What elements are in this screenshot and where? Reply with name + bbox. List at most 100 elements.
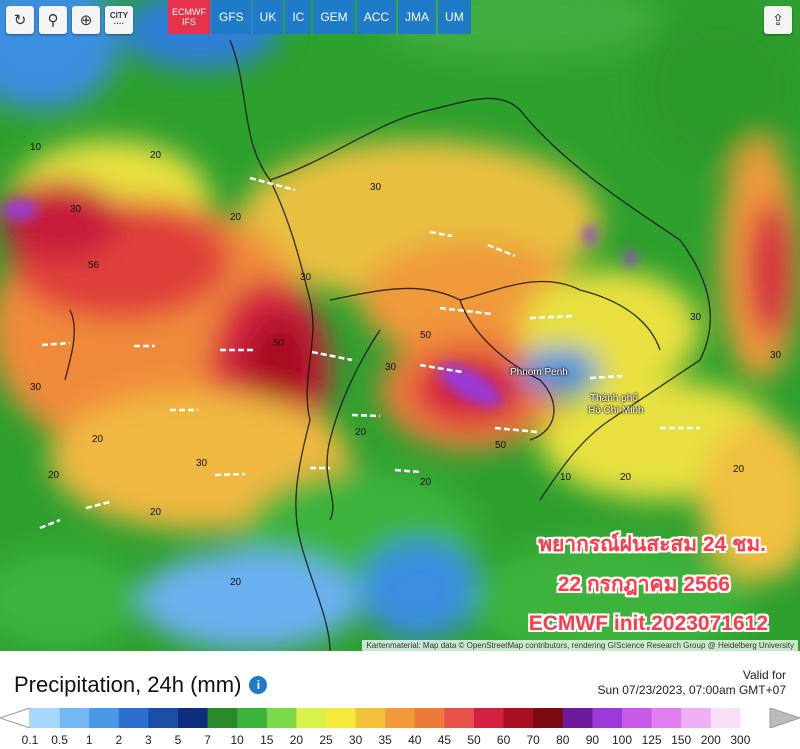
legend-swatch bbox=[592, 708, 623, 728]
svg-text:10: 10 bbox=[30, 142, 42, 153]
info-icon[interactable]: i bbox=[249, 676, 268, 694]
location-pin-icon[interactable]: ⚲ bbox=[39, 6, 67, 34]
legend-swatch bbox=[385, 708, 416, 728]
legend-tick-label: 80 bbox=[556, 733, 570, 747]
legend-swatch bbox=[326, 708, 357, 728]
svg-text:20: 20 bbox=[150, 507, 162, 518]
svg-text:20: 20 bbox=[92, 434, 104, 445]
legend-swatch bbox=[444, 708, 475, 728]
map-attribution: Kartenmaterial: Map data © OpenStreetMap… bbox=[362, 640, 798, 651]
legend-tick-label: 15 bbox=[260, 733, 274, 747]
legend-tick-label: 40 bbox=[408, 733, 422, 747]
legend-tick-label: 2 bbox=[115, 733, 123, 747]
legend-tick-label: 60 bbox=[496, 733, 511, 747]
svg-text:30: 30 bbox=[300, 272, 312, 283]
svg-text:50: 50 bbox=[273, 338, 285, 349]
legend-swatch bbox=[207, 708, 238, 728]
svg-text:10: 10 bbox=[560, 472, 572, 483]
legend-tick-label: 200 bbox=[700, 733, 721, 747]
legend-swatch bbox=[651, 708, 682, 728]
city-toggle-sublabel: ···· bbox=[113, 19, 125, 28]
svg-text:56: 56 bbox=[88, 260, 100, 271]
legend-tick-label: 0.1 bbox=[21, 733, 39, 747]
layer-title-text: Precipitation, 24h (mm) bbox=[14, 672, 242, 697]
model-tab-gfs[interactable]: GFS bbox=[212, 0, 251, 34]
svg-text:30: 30 bbox=[770, 350, 782, 361]
map-canvas: 10 20 56 30 20 30 30 50 30 50 50 20 30 20 20 20 20 3… bbox=[0, 0, 800, 651]
legend-swatch bbox=[178, 708, 209, 728]
model-tab-ifs-label: IFS bbox=[181, 17, 196, 27]
svg-text:20: 20 bbox=[355, 427, 367, 438]
svg-text:50: 50 bbox=[420, 330, 432, 341]
svg-text:20: 20 bbox=[733, 464, 745, 475]
city-toggle-label: CITY bbox=[109, 11, 129, 20]
precipitation-map[interactable]: 10 20 56 30 20 30 30 50 30 50 50 20 30 20 20 20 20 3… bbox=[0, 0, 800, 651]
model-tab-gem[interactable]: GEM bbox=[313, 0, 355, 34]
svg-text:20: 20 bbox=[150, 150, 162, 161]
legend-tick-label: 5 bbox=[174, 733, 182, 747]
map-toolbar: ↻ ⚲ ⊕ CITY ···· bbox=[6, 6, 133, 34]
legend-tick-label: 7 bbox=[204, 733, 211, 747]
svg-text:20: 20 bbox=[420, 477, 432, 488]
svg-text:30: 30 bbox=[385, 362, 397, 373]
svg-text:50: 50 bbox=[495, 440, 507, 451]
legend-swatch bbox=[148, 708, 179, 728]
legend-tick-label: 70 bbox=[526, 733, 540, 747]
legend-tick-label: 45 bbox=[437, 733, 452, 747]
legend-swatch bbox=[681, 708, 712, 728]
model-tab-ic[interactable]: IC bbox=[285, 0, 312, 34]
city-labels-toggle[interactable]: CITY ···· bbox=[105, 6, 133, 34]
legend-tick-label: 35 bbox=[378, 733, 392, 747]
model-tab-ecmwf-label: ECMWF bbox=[172, 7, 206, 17]
legend-swatch bbox=[710, 708, 741, 728]
svg-text:20: 20 bbox=[48, 470, 60, 481]
model-tab-acc[interactable]: ACC bbox=[356, 0, 397, 34]
legend-tick-label: 300 bbox=[730, 733, 751, 747]
overlay-title: พยากรณ์ฝนสะสม 24 ชม. bbox=[538, 533, 766, 556]
legend-left-arrow bbox=[0, 708, 31, 728]
svg-text:20: 20 bbox=[230, 212, 242, 223]
zoom-icon[interactable]: ⊕ bbox=[72, 6, 100, 34]
legend-swatch bbox=[740, 708, 771, 728]
legend-tick-label: 10 bbox=[230, 733, 244, 747]
legend-swatch bbox=[118, 708, 149, 728]
legend-swatch bbox=[296, 708, 327, 728]
svg-text:30: 30 bbox=[690, 312, 702, 323]
model-tab-ecmwf-ifs[interactable]: ECMWF IFS bbox=[168, 0, 210, 34]
legend-swatch bbox=[30, 708, 61, 728]
legend-tick-label: 125 bbox=[641, 733, 662, 747]
svg-text:20: 20 bbox=[230, 577, 242, 588]
legend-tick-label: 0.5 bbox=[51, 733, 68, 747]
city-label-hcmc-line2: Hồ Chí Minh bbox=[588, 405, 644, 416]
city-label-hcmc-line1: Thành phố bbox=[590, 393, 638, 404]
legend-swatch bbox=[503, 708, 534, 728]
valid-time: Valid for Sun 07/23/2023, 07:00am GMT+07 bbox=[598, 668, 786, 698]
legend-swatch bbox=[622, 708, 653, 728]
legend-right-arrow bbox=[769, 708, 800, 728]
legend-tick-label: 30 bbox=[348, 733, 363, 747]
legend-swatch bbox=[266, 708, 297, 728]
legend-swatch bbox=[533, 708, 564, 728]
legend-swatch bbox=[562, 708, 593, 728]
legend-tick-label: 3 bbox=[145, 733, 152, 747]
model-selector: ECMWF IFS GFS UK IC GEM ACC JMA UM bbox=[168, 0, 471, 34]
overlay-init: ECMWF init.2023071612 bbox=[528, 612, 768, 635]
precipitation-legend bbox=[0, 708, 800, 728]
refresh-icon[interactable]: ↻ bbox=[6, 6, 34, 34]
legend-ticks: 0.1 0.5 1 2 3 5 7 10 15 20 25 30 35 40 45 50 60 70 80 90 100… bbox=[0, 733, 800, 749]
svg-text:30: 30 bbox=[196, 458, 208, 469]
svg-text:30: 30 bbox=[30, 382, 42, 393]
valid-time-value: Sun 07/23/2023, 07:00am GMT+07 bbox=[597, 683, 786, 697]
valid-label: Valid for bbox=[742, 668, 786, 682]
svg-text:20: 20 bbox=[620, 472, 632, 483]
model-tab-uk[interactable]: UK bbox=[252, 0, 284, 34]
legend-swatch bbox=[414, 708, 445, 728]
model-tab-um[interactable]: UM bbox=[438, 0, 471, 34]
legend-swatch bbox=[89, 708, 120, 728]
legend-tick-label: 100 bbox=[611, 733, 633, 747]
city-label-phnom-penh: Phnom Penh bbox=[510, 367, 568, 378]
model-tab-jma[interactable]: JMA bbox=[398, 0, 437, 34]
legend-tick-label: 50 bbox=[467, 733, 481, 747]
legend-swatch bbox=[59, 708, 90, 728]
share-icon[interactable]: ⇪ bbox=[764, 6, 792, 34]
